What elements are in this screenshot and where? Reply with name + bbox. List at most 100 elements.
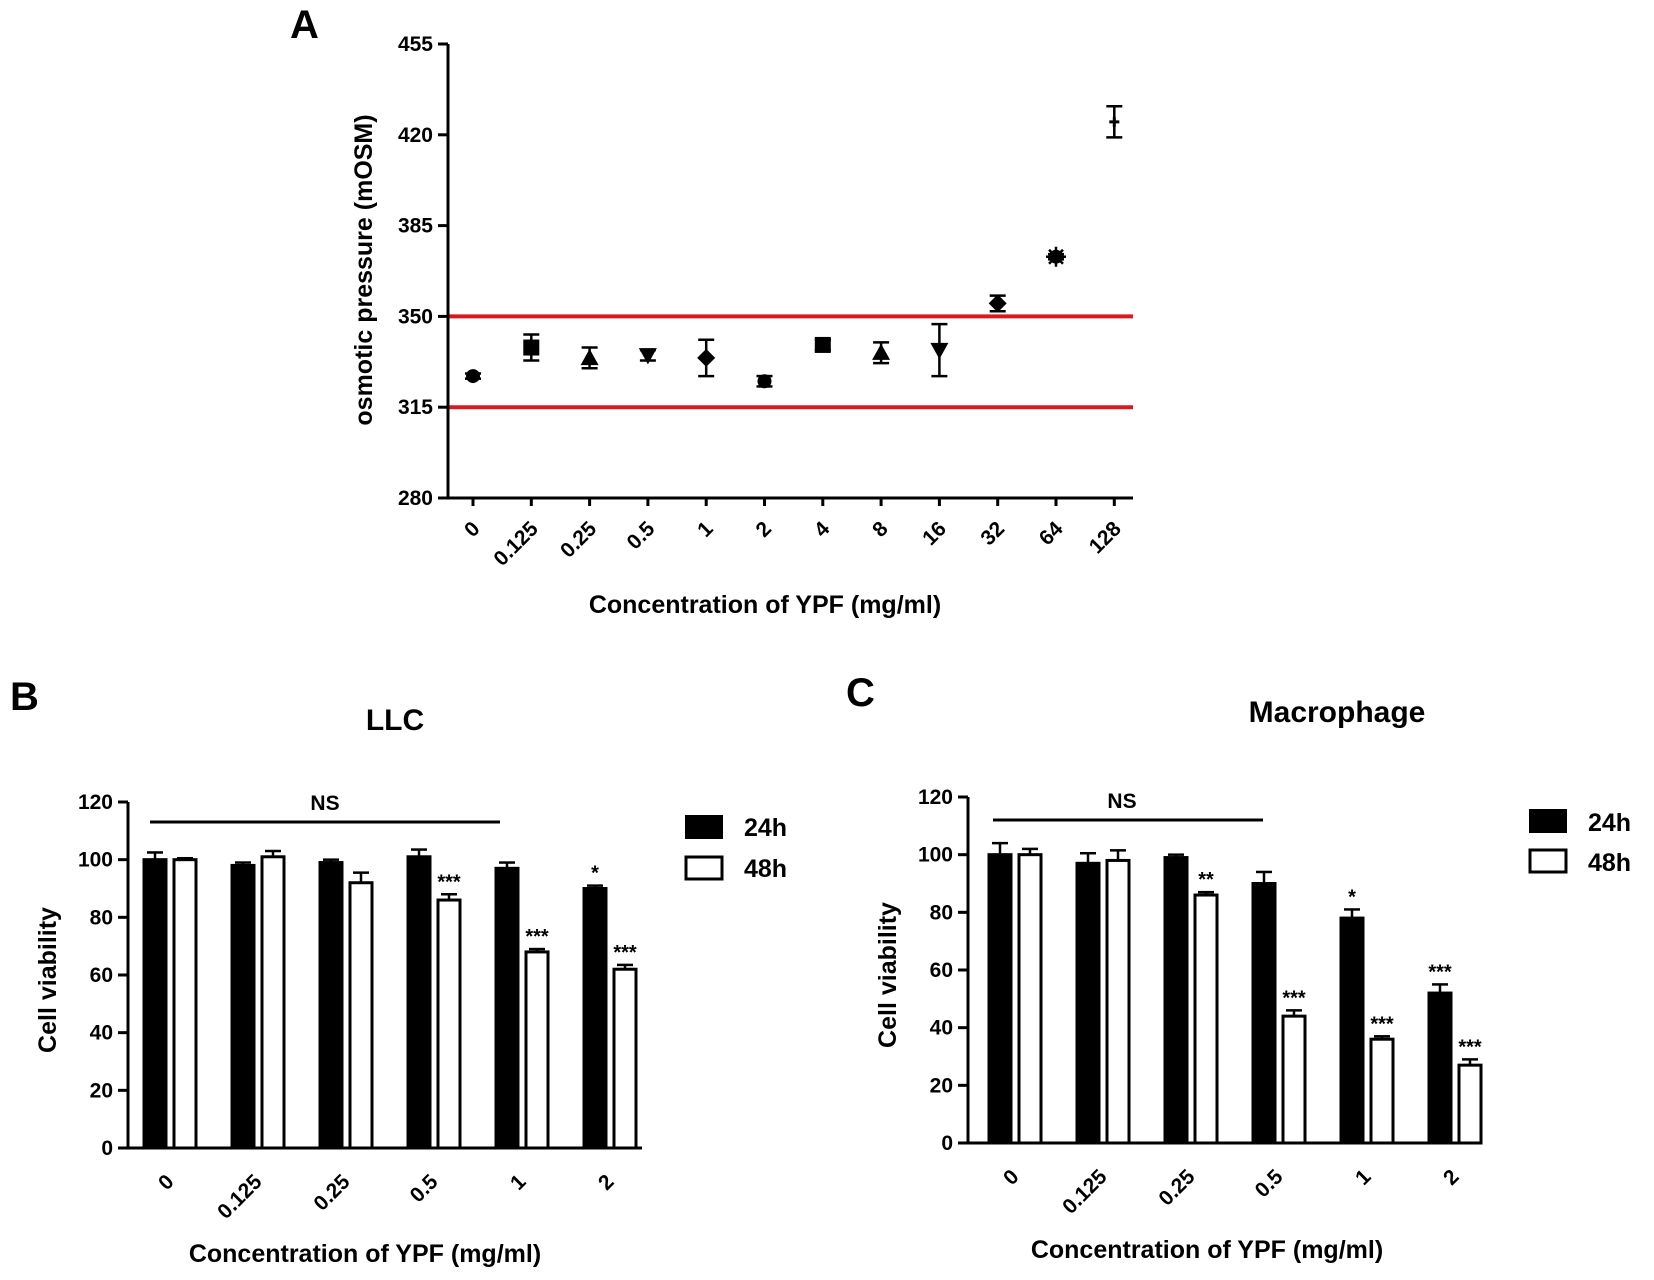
panel-b-letter: B [10, 675, 39, 719]
panel-a-reference-lines [448, 314, 1133, 410]
panel-a-x-tick-label: 4 [810, 517, 835, 542]
panel-b-x-axis-title: Concentration of YPF (mg/ml) [189, 1240, 541, 1268]
panel-c-x-tick-label: 1 [1351, 1165, 1376, 1190]
panel-b-bar-48h [348, 881, 374, 1150]
panel-b-significance-label: *** [525, 926, 549, 948]
panel-a-ticks: 280 315 350 385 420 455 0 0.125 0.25 0.5 1 2 4 8 16 32 6… [398, 33, 1126, 571]
panel-c-legend: 24h 48h [1528, 809, 1631, 877]
panel-b-y-tick-label: 100 [78, 849, 113, 872]
panel-b-bar-24h [318, 861, 344, 1150]
panel-c-x-tick-label: 0.125 [1058, 1165, 1112, 1219]
panel-c-legend-48h-swatch [1528, 848, 1568, 874]
panel-a-point [523, 339, 540, 356]
panel-c-bar-48h [1017, 853, 1043, 1145]
panel-a-x-tick-label: 1 [693, 517, 718, 542]
panel-c-letter: C [846, 671, 875, 715]
panel-b-bars: ********** [142, 848, 638, 1150]
panel-a-y-tick-label: 315 [398, 396, 433, 419]
panel-a-point [814, 336, 831, 353]
panel-a-point [930, 342, 949, 360]
panel-c-bar-24h [1251, 882, 1277, 1145]
panel-a-point [580, 348, 599, 366]
panel-c-legend-48h-label: 48h [1588, 849, 1631, 877]
panel-c-legend-24h-swatch [1529, 809, 1567, 833]
panel-a-x-tick-label: 128 [1085, 517, 1126, 558]
panel-c-y-tick-label: 20 [930, 1074, 953, 1097]
panel-b-bar-24h [142, 858, 168, 1150]
panel-c-significance-label: *** [1458, 1036, 1482, 1058]
panel-a-point [988, 294, 1007, 313]
panel-b-significance-label: *** [437, 871, 461, 893]
panel-b-x-tick-label: 1 [506, 1170, 531, 1195]
panel-a-point-rays [1046, 246, 1066, 267]
panel-c: C Macrophage 0 20 40 60 80 100 120 0 0.125 0.25 0.… [846, 671, 1631, 1264]
panel-b-y-tick-label: 0 [101, 1137, 113, 1160]
panel-c-significance-label: ** [1198, 869, 1214, 891]
panel-c-legend-24h-label: 24h [1588, 809, 1631, 837]
panel-a-x-tick-label: 0.125 [489, 517, 543, 571]
panel-b-bar-48h [260, 855, 286, 1150]
panel-a-point [757, 374, 772, 389]
panel-b-legend-48h-swatch [684, 855, 724, 881]
panel-a-y-tick-label: 420 [398, 124, 433, 147]
panel-c-y-tick-label: 120 [918, 786, 953, 809]
panel-c-bar-24h [1339, 916, 1365, 1145]
panel-c-significance-label: *** [1282, 987, 1306, 1009]
panel-a-letter: A [290, 3, 319, 47]
panel-c-title: Macrophage [1249, 696, 1426, 729]
panel-b-legend-48h-label: 48h [744, 855, 787, 883]
panel-c-bar-24h [1075, 861, 1101, 1145]
panel-c-significance-label: *** [1428, 961, 1452, 983]
panel-b-x-tick-label: 0.125 [213, 1170, 267, 1224]
panel-b-y-tick-label: 60 [90, 964, 113, 987]
panel-c-bar-48h [1105, 858, 1131, 1145]
panel-a-point [1109, 116, 1120, 127]
panel-b-ns-label: NS [310, 792, 339, 815]
panel-a: A 280 315 350 385 420 455 0 0.125 0.25 0.5 1 2 4 8 16 3… [290, 3, 1133, 619]
panel-b-legend-24h-label: 24h [744, 814, 787, 842]
panel-a-x-tick-label: 0.25 [556, 517, 601, 562]
panel-c-x-tick-label: 0 [999, 1165, 1024, 1190]
panel-a-y-tick-label: 280 [398, 487, 433, 510]
panel-c-bar-24h [1427, 991, 1453, 1145]
panel-a-x-tick-label: 32 [976, 517, 1009, 550]
panel-c-x-tick-label: 0.5 [1251, 1165, 1288, 1202]
panel-c-x-tick-label: 0.25 [1154, 1165, 1199, 1210]
panel-a-point [697, 348, 716, 367]
panel-a-x-tick-label: 16 [918, 517, 951, 550]
panel-c-bar-24h [987, 853, 1013, 1145]
panel-c-bars: *************** [987, 841, 1483, 1145]
panel-c-x-axis-title: Concentration of YPF (mg/ml) [1031, 1236, 1383, 1264]
panel-c-y-tick-label: 100 [918, 844, 953, 867]
panel-a-x-tick-label: 64 [1035, 517, 1068, 550]
panel-b-bar-24h [494, 866, 520, 1150]
panel-b-bar-24h [230, 863, 256, 1150]
panel-a-point [872, 343, 891, 360]
panel-b-y-tick-label: 80 [90, 906, 113, 929]
panel-b-legend-24h-swatch [685, 815, 723, 839]
panel-b-y-tick-label: 40 [90, 1022, 113, 1045]
panel-a-x-axis-title: Concentration of YPF (mg/ml) [589, 591, 941, 619]
panel-b-x-tick-label: 0 [154, 1170, 179, 1195]
panel-a-point [638, 348, 657, 365]
panel-b-bar-24h [582, 887, 608, 1150]
panel-c-x-tick-label: 2 [1439, 1165, 1464, 1190]
panel-c-y-tick-label: 40 [930, 1017, 953, 1040]
panel-a-y-tick-label: 385 [398, 215, 433, 238]
panel-c-ns-label: NS [1107, 790, 1136, 813]
panel-b-significance-label: * [591, 863, 599, 885]
panel-a-y-tick-label: 455 [398, 33, 433, 56]
panel-c-bar-48h [1369, 1037, 1395, 1145]
panel-c-bar-48h [1457, 1063, 1483, 1145]
panel-b-y-tick-label: 120 [78, 791, 113, 814]
panel-c-bar-24h [1163, 856, 1189, 1145]
panel-b-bar-48h [612, 967, 638, 1150]
panel-c-y-axis-title: Cell viability [874, 902, 902, 1048]
panel-a-x-tick-label: 8 [868, 517, 893, 542]
panel-a-point [466, 369, 480, 384]
panel-b-bar-24h [406, 855, 432, 1150]
panel-b-y-tick-label: 20 [90, 1079, 113, 1102]
panel-a-points [465, 105, 1123, 389]
